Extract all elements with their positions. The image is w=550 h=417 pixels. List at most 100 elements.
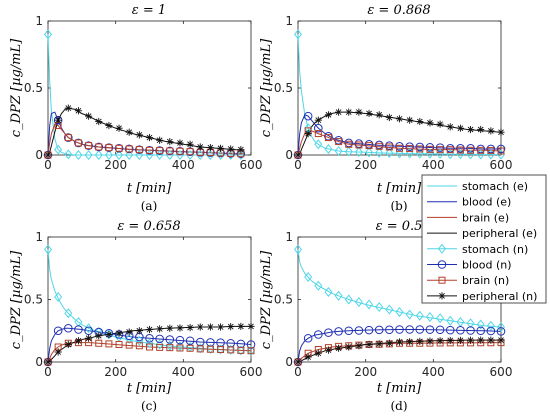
panel-a-title: ε = 1 (132, 3, 166, 18)
marker-blood (496, 144, 506, 154)
marker-stomach (354, 296, 363, 308)
marker-blood (486, 326, 496, 336)
marker-blood (185, 336, 195, 346)
marker-blood (155, 146, 164, 155)
marker-stomach (334, 145, 343, 156)
marker-brain (125, 145, 133, 153)
marker-stomach (64, 308, 73, 319)
marker-stomach (246, 345, 256, 356)
marker-brain (467, 146, 475, 154)
marker-blood (354, 326, 364, 335)
panel-c-ylabel: c_DPZ [µg/mL] (9, 250, 24, 349)
marker-stomach (314, 139, 323, 150)
marker-blood (445, 144, 455, 153)
marker-blood (425, 143, 435, 152)
marker-blood (415, 142, 425, 152)
x-tick-label: 400 (422, 365, 445, 379)
marker-stomach (405, 148, 414, 159)
marker-peripheral (436, 337, 444, 345)
marker-blood (155, 334, 164, 344)
panel-c-series (43, 244, 256, 367)
marker-blood (303, 111, 313, 121)
marker-stomach (314, 280, 323, 291)
marker-stomach (155, 339, 164, 350)
marker-blood (405, 325, 414, 334)
marker-brain (176, 344, 184, 352)
x-tick-label: 400 (172, 158, 195, 172)
marker-stomach (186, 149, 195, 161)
marker-stomach (135, 149, 144, 161)
marker-stomach (446, 315, 455, 326)
marker-blood (476, 326, 486, 336)
marker-peripheral (156, 325, 164, 333)
marker-peripheral (365, 340, 373, 349)
marker-brain (426, 145, 434, 153)
marker-brain (335, 138, 343, 146)
marker-peripheral (85, 334, 93, 342)
marker-peripheral (44, 151, 52, 159)
marker-blood (145, 333, 154, 343)
marker-blood (385, 141, 394, 150)
marker-peripheral (95, 117, 103, 126)
marker-stomach (385, 147, 394, 158)
marker-peripheral (426, 337, 434, 345)
marker-blood (496, 327, 506, 336)
legend-label: brain (e) (462, 211, 509, 224)
marker-blood (385, 325, 394, 335)
series-line-brain (47, 342, 252, 363)
marker-stomach (375, 147, 384, 158)
marker-peripheral (115, 124, 123, 132)
marker-stomach (405, 309, 414, 320)
panel-a: ε = 1 0 200 400 600 0 0.5 1 t [min] c_DPZ [µg/… (9, 3, 262, 213)
marker-stomach (84, 149, 93, 161)
marker-peripheral (247, 322, 255, 330)
marker-peripheral (156, 136, 164, 144)
marker-blood (395, 325, 404, 334)
marker-peripheral (416, 337, 424, 345)
marker-brain (206, 345, 214, 353)
marker-brain (456, 146, 464, 154)
y-tick-label: 0 (35, 148, 43, 162)
panel-d-series (293, 244, 506, 367)
marker-stomach (216, 344, 225, 355)
x-tick-label: 400 (422, 158, 445, 172)
marker-peripheral (385, 113, 393, 122)
marker-stomach (206, 149, 215, 161)
panel-a-series (43, 29, 246, 161)
panel-b-series (293, 29, 506, 160)
marker-stomach (236, 149, 245, 161)
legend-entry: brain (n) (427, 274, 509, 287)
series-line-stomach (47, 34, 245, 156)
marker-peripheral (216, 323, 225, 331)
marker-peripheral (385, 339, 393, 347)
marker-stomach (344, 146, 353, 157)
marker-peripheral (186, 324, 194, 332)
legend-marker (437, 260, 447, 269)
marker-brain (166, 344, 174, 352)
marker-blood (135, 145, 144, 154)
marker-brain (156, 343, 164, 351)
legend-marker (438, 292, 446, 300)
marker-peripheral (466, 125, 475, 134)
legend-entry: brain (e) (427, 211, 509, 224)
marker-blood (395, 141, 404, 151)
marker-stomach (236, 345, 245, 356)
marker-peripheral (477, 125, 485, 134)
marker-peripheral (74, 107, 83, 115)
marker-brain (186, 148, 194, 156)
marker-blood (435, 325, 445, 335)
marker-blood (374, 325, 384, 335)
marker-stomach (496, 321, 506, 333)
marker-blood (293, 357, 303, 367)
marker-stomach (395, 148, 404, 159)
marker-stomach (466, 318, 475, 329)
marker-stomach (74, 149, 83, 161)
marker-blood (445, 325, 455, 335)
marker-peripheral (416, 117, 424, 126)
marker-peripheral (237, 146, 245, 154)
marker-blood (53, 326, 63, 336)
marker-peripheral (166, 138, 174, 146)
marker-stomach (43, 244, 53, 255)
panel-d-xlabel: t [min] (377, 381, 422, 396)
y-tick-label: 1 (285, 230, 293, 244)
